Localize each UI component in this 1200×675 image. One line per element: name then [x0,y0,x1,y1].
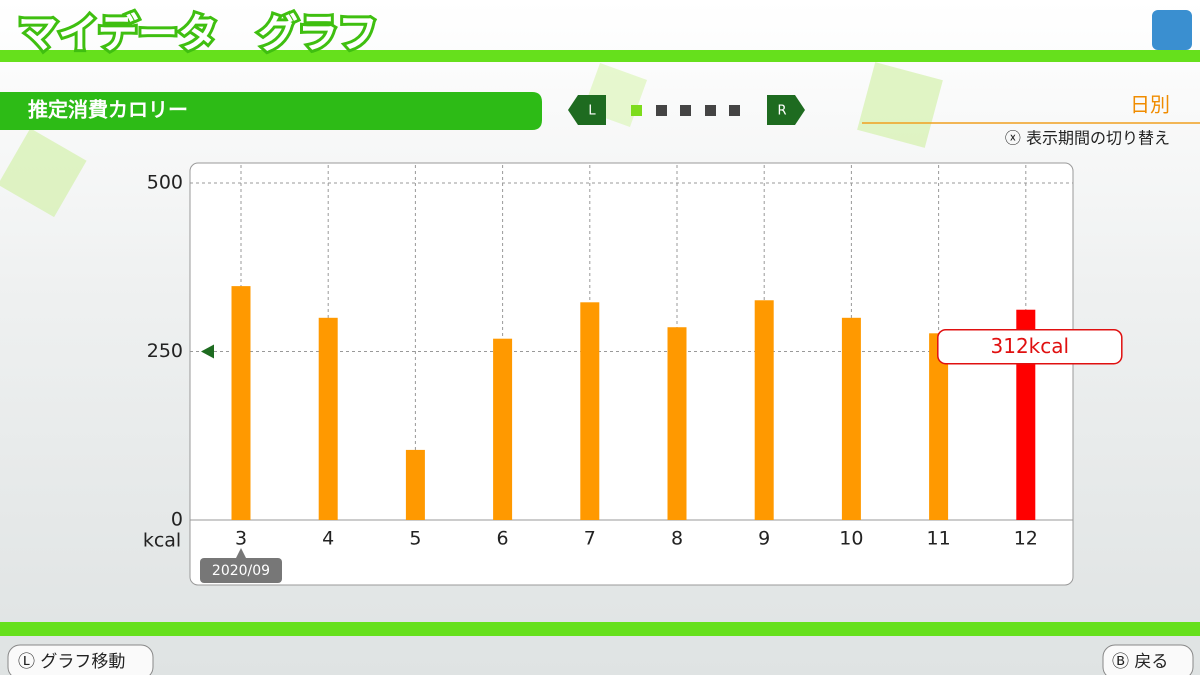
page-dot [729,105,740,116]
period: 日別 [1130,93,1170,117]
bar [580,302,600,520]
x-tick-label: 11 [927,528,951,550]
page-dot [656,105,667,116]
reference-marker [201,344,214,359]
x-tick-label: 3 [235,528,247,550]
footer-right: Ⓑ 戻る [1112,652,1168,672]
annotation-box [200,558,282,583]
title: マイデータ グラフ [18,11,378,57]
x-tick-label: 4 [322,528,334,550]
plot: 0 250 500 kcal 3 4 5 6 7 8 9 10 11 12 312kcal 2020/09 [143,165,1123,583]
bar [841,317,861,520]
x-tick-label: 6 [497,528,509,550]
x-tick-label: 10 [839,528,863,550]
bar [929,333,949,520]
x-tick-label: 12 [1014,528,1038,550]
bar [318,317,338,520]
footer-left: Ⓛ グラフ移動 [18,652,125,672]
page-dot [680,105,691,116]
l-button-label: L [588,104,596,119]
r-button[interactable] [767,95,805,125]
top-stripe [0,50,1200,62]
l-button[interactable] [568,95,606,125]
period-hint[interactable]: ⓧ 表示期間の切り替え [1005,129,1170,148]
y-tick-label: 0 [171,509,183,531]
x-tick-label: 5 [409,528,421,550]
annotation-pointer [236,548,246,558]
page-dot [631,105,642,116]
bar [667,327,687,520]
user-icon[interactable] [1152,10,1192,50]
deco-cube [0,128,87,218]
y-tick-label: 500 [147,172,183,194]
deco-cube [857,62,943,148]
footer-right-button[interactable] [1102,644,1194,675]
value-label: 312kcal [991,334,1070,358]
x-tick-label: 7 [584,528,596,550]
subtitle: 推定消費カロリー [28,98,188,122]
bar [493,338,513,520]
y-tick-label: 250 [147,340,183,362]
r-button-label: R [777,104,786,119]
page-dot [705,105,716,116]
value-label-box [937,328,1123,365]
bar [231,286,251,520]
x-tick-label: 9 [758,528,770,550]
subtitle-banner [0,92,542,130]
y-axis-label: kcal [143,530,181,552]
x-tick-label: 8 [671,528,683,550]
footer-left-button[interactable] [7,644,154,675]
annotation: 2020/09 [212,563,270,579]
bottom-stripe [0,622,1200,636]
bar [754,300,774,520]
bar [405,449,425,520]
